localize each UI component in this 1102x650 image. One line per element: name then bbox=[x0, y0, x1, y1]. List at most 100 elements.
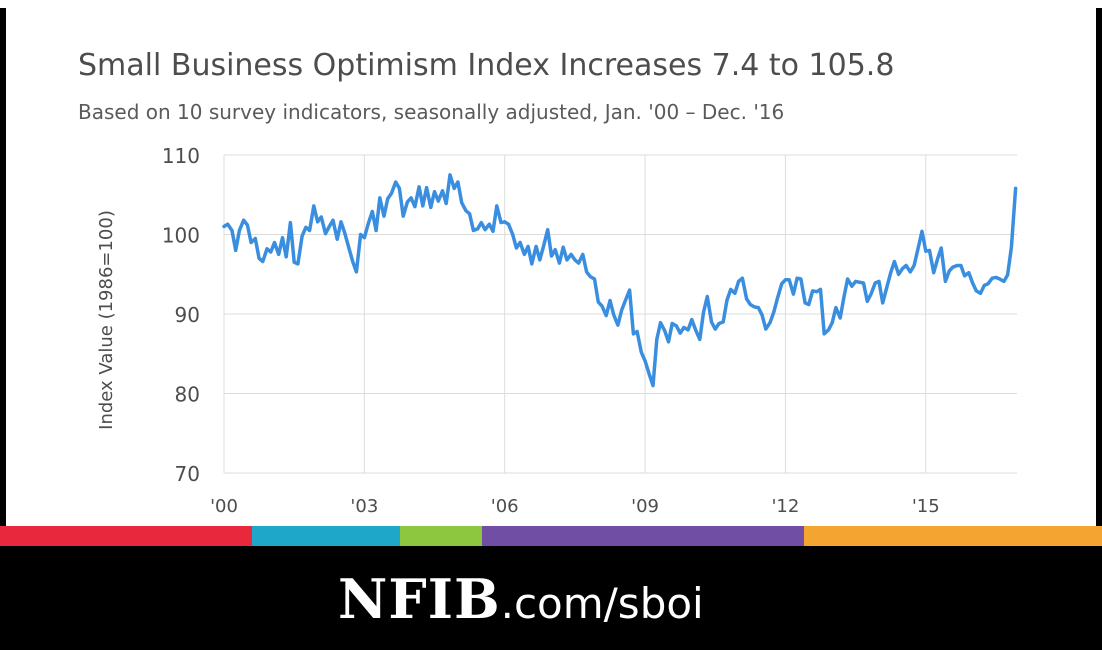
y-tick-label: 110 bbox=[162, 144, 200, 168]
data-point bbox=[940, 246, 943, 250]
data-point bbox=[366, 223, 370, 226]
data-point bbox=[605, 314, 608, 317]
x-tick-label: '12 bbox=[771, 496, 799, 517]
data-point bbox=[593, 277, 596, 281]
data-point bbox=[679, 331, 682, 335]
data-point bbox=[624, 299, 627, 302]
data-point bbox=[752, 305, 756, 308]
data-point bbox=[417, 185, 421, 188]
data-point bbox=[589, 275, 592, 278]
data-point bbox=[413, 205, 417, 208]
data-point bbox=[780, 282, 783, 285]
data-point bbox=[924, 250, 927, 253]
data-point bbox=[269, 250, 272, 254]
y-axis-label: Index Value (1986=100) bbox=[96, 210, 117, 430]
data-point bbox=[394, 180, 397, 184]
data-point bbox=[386, 197, 389, 200]
y-tick-label: 70 bbox=[175, 462, 200, 486]
data-point bbox=[257, 257, 261, 260]
data-point bbox=[476, 227, 479, 231]
data-point bbox=[1010, 246, 1013, 249]
data-point bbox=[620, 308, 623, 312]
data-point bbox=[764, 327, 767, 331]
data-point bbox=[573, 258, 577, 262]
data-point bbox=[690, 318, 693, 321]
stripe-red bbox=[0, 526, 252, 546]
data-point bbox=[382, 215, 386, 218]
data-point bbox=[811, 289, 814, 293]
data-point bbox=[831, 321, 834, 324]
data-point bbox=[581, 253, 584, 256]
data-point bbox=[406, 200, 409, 204]
data-point bbox=[542, 245, 545, 248]
data-point bbox=[846, 277, 849, 281]
data-point bbox=[792, 292, 795, 296]
data-point bbox=[955, 264, 959, 267]
data-point bbox=[285, 255, 288, 258]
data-point bbox=[698, 338, 701, 341]
data-point bbox=[772, 311, 775, 314]
y-tick-label: 80 bbox=[175, 383, 200, 407]
data-point bbox=[963, 274, 966, 277]
data-point bbox=[261, 260, 264, 263]
data-point bbox=[710, 320, 713, 324]
data-point bbox=[308, 229, 311, 232]
data-point bbox=[647, 371, 650, 374]
color-stripe-bar bbox=[0, 526, 1102, 546]
data-point bbox=[749, 303, 752, 306]
data-point bbox=[1006, 273, 1009, 277]
data-point bbox=[378, 196, 381, 200]
data-point bbox=[546, 228, 549, 231]
data-point bbox=[468, 212, 471, 215]
data-point bbox=[331, 219, 335, 222]
data-point bbox=[757, 306, 760, 309]
data-point bbox=[854, 280, 857, 283]
data-point bbox=[523, 253, 526, 256]
data-point bbox=[608, 299, 612, 302]
data-point bbox=[409, 196, 413, 200]
data-point bbox=[1014, 187, 1017, 190]
data-point bbox=[464, 209, 468, 212]
data-point bbox=[686, 328, 690, 332]
data-point bbox=[741, 277, 744, 280]
data-point bbox=[651, 384, 655, 387]
data-point bbox=[429, 206, 432, 209]
data-point bbox=[936, 257, 939, 261]
data-point bbox=[897, 273, 900, 276]
data-point bbox=[339, 220, 343, 223]
data-point bbox=[296, 262, 300, 266]
data-point bbox=[242, 219, 245, 222]
data-point bbox=[254, 237, 257, 240]
data-point bbox=[975, 289, 978, 293]
data-point bbox=[655, 338, 658, 341]
data-point bbox=[725, 299, 729, 302]
data-point bbox=[991, 277, 994, 280]
data-point bbox=[628, 288, 631, 292]
data-point bbox=[472, 229, 475, 232]
data-point bbox=[815, 290, 818, 293]
data-point bbox=[795, 277, 799, 280]
x-tick-label: '00 bbox=[210, 496, 238, 517]
data-point bbox=[273, 241, 276, 244]
data-point bbox=[951, 265, 955, 269]
data-point bbox=[904, 264, 908, 267]
data-point bbox=[948, 269, 951, 273]
data-point bbox=[916, 248, 919, 251]
data-point bbox=[659, 321, 662, 324]
data-point bbox=[511, 233, 514, 236]
data-point bbox=[788, 278, 791, 281]
data-point bbox=[577, 261, 580, 265]
data-point bbox=[986, 282, 990, 285]
data-point bbox=[702, 311, 705, 314]
data-point bbox=[448, 173, 452, 177]
brand-name: NFIB bbox=[338, 567, 501, 631]
data-point bbox=[682, 326, 686, 329]
data-point bbox=[515, 246, 518, 250]
data-point bbox=[324, 232, 327, 235]
data-point bbox=[453, 187, 456, 190]
data-point bbox=[483, 228, 487, 231]
series-layer bbox=[222, 173, 1018, 388]
data-point bbox=[920, 230, 924, 233]
y-tick-label: 100 bbox=[162, 224, 200, 248]
data-point bbox=[488, 223, 491, 226]
